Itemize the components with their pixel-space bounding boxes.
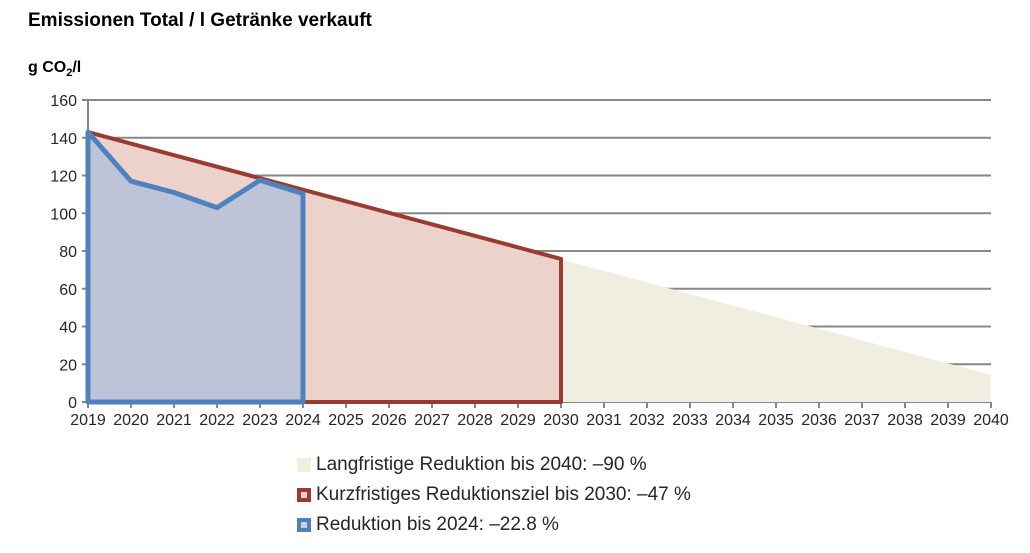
- x-axis-tick-label: 2038: [887, 412, 923, 429]
- legend-item: Langfristige Reduktion bis 2040: –90 %: [297, 454, 691, 476]
- y-axis-tick-label: 140: [50, 131, 77, 148]
- y-axis-tick-label: 20: [59, 357, 77, 374]
- legend-label: Langfristige Reduktion bis 2040: –90 %: [316, 454, 647, 475]
- y-axis-tick-label: 120: [50, 169, 77, 186]
- legend-item: Reduktion bis 2024: –22.8 %: [297, 514, 691, 536]
- legend-label: Reduktion bis 2024: –22.8 %: [316, 514, 559, 535]
- unit-suffix: /l: [72, 59, 82, 76]
- legend-label: Kurzfristiges Reduktionsziel bis 2030: –…: [316, 484, 691, 505]
- unit-prefix: g CO: [28, 59, 67, 76]
- chart-title: Emissionen Total / l Getränke verkauft: [28, 10, 372, 31]
- x-axis-tick-label: 2034: [715, 412, 751, 429]
- x-axis-tick-label: 2019: [70, 412, 106, 429]
- x-axis-tick-label: 2028: [457, 412, 493, 429]
- x-axis-tick-label: 2032: [629, 412, 665, 429]
- legend-marker-icon: [297, 458, 311, 472]
- legend-marker-icon: [297, 488, 311, 502]
- legend-marker-icon: [297, 518, 311, 532]
- x-axis-tick-label: 2025: [328, 412, 364, 429]
- x-axis-tick-label: 2033: [672, 412, 708, 429]
- x-axis-tick-label: 2020: [113, 412, 149, 429]
- y-axis-tick-label: 100: [50, 206, 77, 223]
- legend-item: Kurzfristiges Reduktionsziel bis 2030: –…: [297, 484, 691, 506]
- x-axis-tick-label: 2036: [801, 412, 837, 429]
- series-reduktion-2024: [85, 129, 306, 405]
- x-axis-tick-label: 2024: [285, 412, 321, 429]
- x-axis-tick-label: 2021: [156, 412, 192, 429]
- y-axis-tick-label: 0: [68, 395, 77, 412]
- y-axis-tick-label: 80: [59, 244, 77, 261]
- x-axis-tick-label: 2037: [844, 412, 880, 429]
- x-axis-tick-label: 2022: [199, 412, 235, 429]
- x-axis-tick-label: 2039: [930, 412, 966, 429]
- x-axis-tick-label: 2030: [543, 412, 579, 429]
- x-axis-tick-label: 2023: [242, 412, 278, 429]
- unit-subscript: 2: [66, 67, 73, 80]
- x-axis-tick-label: 2035: [758, 412, 794, 429]
- y-axis-tick-label: 60: [59, 282, 77, 299]
- x-axis-tick-label: 2026: [371, 412, 407, 429]
- y-axis-tick-label: 160: [50, 93, 77, 110]
- y-axis-unit-label: g CO2/l: [28, 59, 81, 79]
- x-axis-tick-label: 2040: [973, 412, 1009, 429]
- x-axis-tick-label: 2029: [500, 412, 536, 429]
- x-axis-tick-label: 2027: [414, 412, 450, 429]
- x-axis-tick-label: 2031: [586, 412, 622, 429]
- chart-legend: Langfristige Reduktion bis 2040: –90 % Ku…: [297, 454, 691, 536]
- y-axis-tick-label: 40: [59, 320, 77, 337]
